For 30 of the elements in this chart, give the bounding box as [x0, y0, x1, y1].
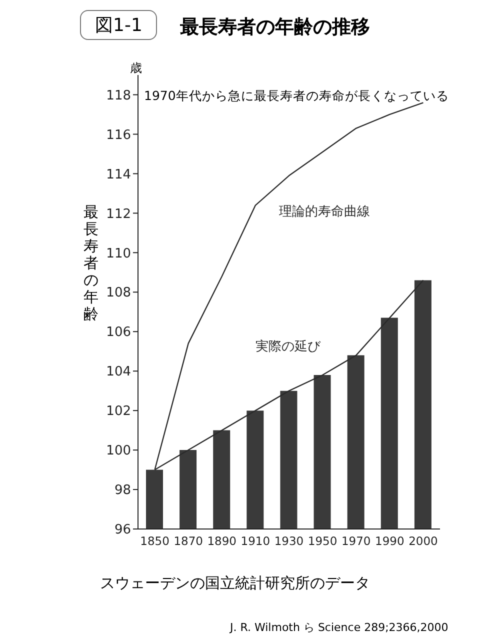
y-tick-label: 108	[106, 286, 131, 301]
annotation: 1970年代から急に最長寿者の寿命が長くなっている	[144, 88, 449, 105]
x-tick-label: 2000	[408, 534, 438, 548]
annotation: 歳	[130, 60, 142, 77]
y-tick-label: 104	[106, 364, 131, 380]
text: J. R. Wilmoth ら Science 289;2366,2000	[230, 620, 448, 635]
y-tick-label: 106	[106, 325, 131, 340]
x-tick-label: 1910	[240, 534, 270, 548]
y-axis-title: 最長寿者の年齢	[82, 203, 100, 323]
series-label: 実際の延び	[255, 338, 322, 355]
x-tick-label: 1890	[207, 534, 237, 548]
y-tick-label: 114	[106, 167, 131, 182]
chart-title: 最長寿者の年齢の推移	[180, 15, 370, 40]
figure-number-box: 図1-1	[80, 10, 158, 40]
y-tick-label: 110	[106, 246, 131, 262]
y-tick-label: 118	[106, 88, 131, 104]
x-tick-label: 1970	[341, 534, 371, 548]
y-tick-label: 96	[114, 522, 131, 538]
y-tick-label: 112	[106, 206, 131, 222]
x-tick-label: 1850	[140, 534, 170, 548]
series-label: 理論的寿命曲線	[279, 204, 370, 220]
x-tick-label: 1990	[375, 534, 404, 548]
x-tick-label: 1930	[274, 534, 304, 548]
y-tick-label: 116	[106, 128, 131, 143]
x-tick-label: 1870	[174, 534, 203, 548]
text: スウェーデンの国立統計研究所のデータ	[100, 574, 370, 593]
y-tick-label: 100	[106, 444, 131, 459]
y-tick-label: 102	[106, 404, 131, 420]
x-tick-label: 1950	[308, 534, 338, 548]
y-tick-label: 98	[114, 483, 131, 498]
